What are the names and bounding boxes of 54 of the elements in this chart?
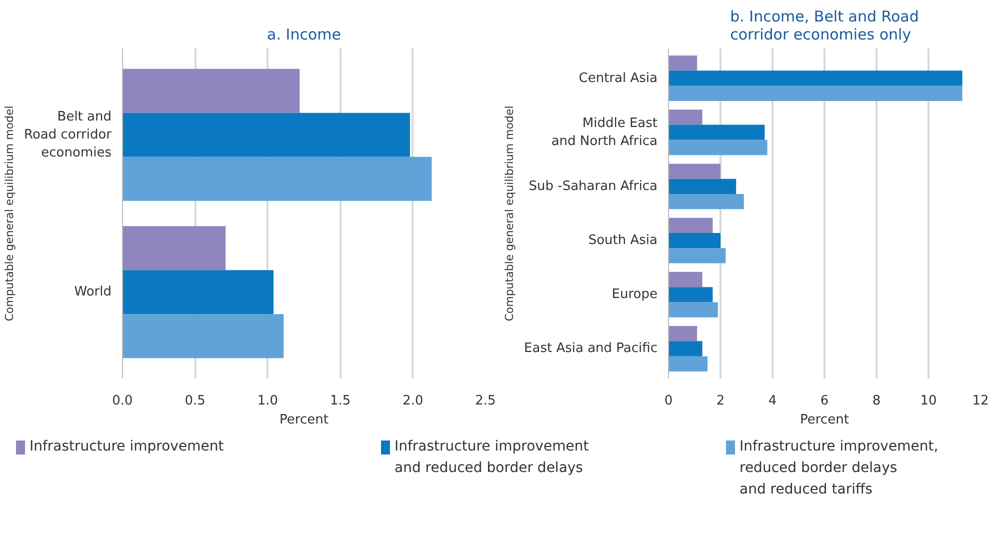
x-tick-label: 0 — [664, 394, 673, 408]
x-tick-label: 0.0 — [112, 394, 133, 408]
bar — [668, 287, 713, 302]
x-tick-label: 2 — [716, 394, 725, 408]
bar — [668, 302, 718, 318]
bar — [668, 232, 720, 248]
chart-title: b. Income, Belt and Road corridor economies only — [730, 8, 919, 44]
bar — [668, 356, 708, 372]
legend-label: Infrastructure improvement and reduced border delays — [394, 438, 590, 476]
chart-title: a. Income — [267, 26, 341, 44]
x-tick-label: 2.0 — [402, 394, 424, 408]
y-tick-label: Belt and Road corridor economies — [24, 109, 112, 160]
x-axis-title: Percent — [800, 412, 849, 428]
bar — [122, 156, 432, 201]
y-tick-label: World — [74, 284, 112, 300]
x-axis-title: Percent — [280, 412, 328, 428]
x-tick-label: 8 — [872, 394, 881, 408]
y-tick-label: Europe — [612, 287, 658, 302]
bar — [122, 226, 226, 270]
bar — [668, 70, 962, 86]
bar — [668, 124, 765, 140]
bar — [668, 178, 736, 194]
y-tick-label: Sub -Saharan Africa — [528, 178, 658, 194]
y-axis-title: Computable general equilibrium model — [3, 106, 16, 322]
bar — [668, 341, 702, 356]
bar — [668, 272, 702, 288]
y-axis-title: Computable general equilibrium model — [503, 106, 516, 322]
bar — [122, 112, 410, 157]
bar — [668, 56, 698, 71]
bar — [668, 140, 768, 156]
x-tick-label: 4 — [768, 394, 777, 408]
bar — [122, 314, 284, 358]
x-tick-label: 2.5 — [475, 394, 496, 408]
bar — [668, 248, 726, 264]
x-tick-label: 1.5 — [330, 394, 351, 408]
y-tick-label: Central Asia — [578, 70, 658, 86]
bar — [668, 86, 962, 101]
y-tick-label: South Asia — [588, 233, 658, 248]
legend-label: Infrastructure improvement — [30, 438, 224, 454]
y-tick-label: East Asia and Pacific — [524, 341, 658, 356]
x-tick-label: 1.0 — [257, 394, 278, 408]
y-tick-label: Middle East and North Africa — [551, 116, 658, 149]
bar — [122, 68, 300, 113]
x-tick-label: 0.5 — [184, 394, 206, 408]
x-tick-label: 6 — [820, 394, 829, 408]
bar — [122, 270, 274, 314]
bar — [668, 326, 698, 342]
x-tick-label: 12 — [972, 394, 989, 408]
bar — [668, 164, 720, 179]
bar — [668, 110, 702, 125]
bar — [668, 194, 744, 210]
x-tick-label: 10 — [920, 394, 937, 408]
bar — [668, 218, 713, 233]
legend-label: Infrastructure improvement, reduced border delays and reduced tariffs — [740, 438, 938, 498]
